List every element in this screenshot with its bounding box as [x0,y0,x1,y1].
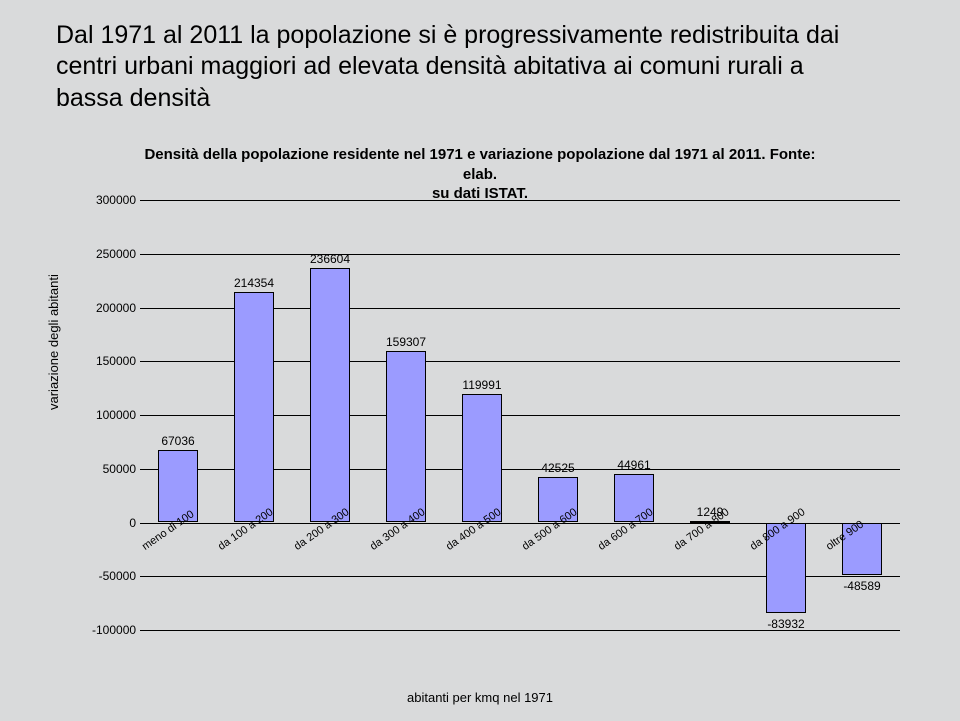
y-tick-label: 300000 [92,193,136,207]
x-axis-title: abitanti per kmq nel 1971 [40,690,920,705]
y-axis-title: variazione degli abitanti [46,274,61,410]
bar-value-label: -48589 [827,579,897,593]
y-tick-label: 250000 [92,247,136,261]
grid-line [140,254,900,255]
y-tick-label: 200000 [92,301,136,315]
bar-value-label: 42525 [523,461,593,475]
bar-value-label: 159307 [371,335,441,349]
page-title-block: Dal 1971 al 2011 la popolazione si è pro… [56,20,906,114]
bar-value-label: 67036 [143,434,213,448]
y-tick-label: 0 [92,516,136,530]
y-tick-label: 100000 [92,408,136,422]
bar-value-label: -83932 [751,617,821,631]
bar-value-label: 236604 [295,252,365,266]
y-tick-label: 50000 [92,462,136,476]
bar-value-label: 119991 [447,378,517,392]
bar-value-label: 44961 [599,458,669,472]
page: Dal 1971 al 2011 la popolazione si è pro… [0,0,960,721]
title-line-2: centri urbani maggiori ad elevata densit… [56,51,906,82]
title-line-1: Dal 1971 al 2011 la popolazione si è pro… [56,20,906,51]
title-line-3: bassa densità [56,83,906,114]
y-tick-label: 150000 [92,354,136,368]
subtitle-line-1: Densità della popolazione residente nel … [140,145,820,184]
grid-line [140,200,900,201]
bar-chart: variazione degli abitanti 67036 214354 236… [40,200,920,700]
y-tick-label: -50000 [92,569,136,583]
bar [462,394,502,523]
plot-area: 6703621435423660415930711999142525449611… [140,200,900,630]
bar [310,268,350,522]
chart-subtitle: Densità della popolazione residente nel … [140,145,820,204]
y-tick-label: -100000 [92,623,136,637]
bar-value-label: 214354 [219,276,289,290]
bar [234,292,274,522]
bar [386,351,426,522]
